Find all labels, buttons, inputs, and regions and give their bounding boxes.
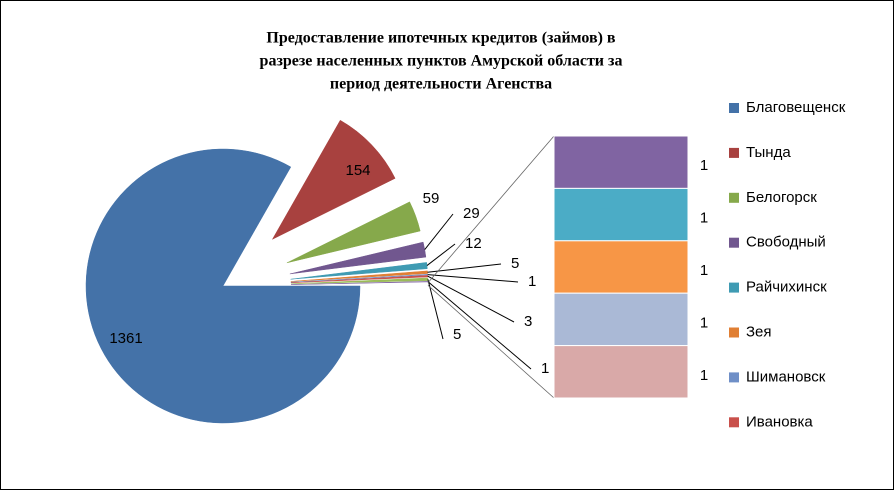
legend-label: Белогорск bbox=[746, 189, 817, 206]
legend-swatch bbox=[729, 282, 739, 293]
leader-line bbox=[427, 281, 532, 370]
pie-slice bbox=[290, 262, 428, 280]
data-label: 5 bbox=[511, 255, 519, 272]
legend-swatch bbox=[729, 327, 739, 338]
legend-swatch bbox=[729, 417, 739, 428]
pie-slice bbox=[290, 275, 429, 283]
data-label: 59 bbox=[423, 190, 440, 207]
leader-line bbox=[427, 275, 515, 323]
data-label: 12 bbox=[465, 235, 482, 252]
bar-segment bbox=[553, 135, 689, 189]
data-label: 5 bbox=[453, 326, 461, 343]
data-label: 1 bbox=[700, 210, 708, 227]
legend-label: Ивановка bbox=[746, 413, 813, 430]
legend-swatch bbox=[729, 147, 739, 158]
leader-line bbox=[424, 213, 454, 250]
bar-segment bbox=[553, 292, 689, 347]
pie-slice bbox=[85, 148, 361, 424]
chart-title: Предоставление ипотечных кредитов (займо… bbox=[266, 30, 616, 47]
data-label: 1 bbox=[700, 157, 708, 174]
data-label: 1 bbox=[528, 273, 536, 290]
leader-line bbox=[426, 243, 456, 266]
chart-title: разрезе населенных пунктов Амурской обла… bbox=[260, 53, 623, 70]
legend-label: Тында bbox=[746, 144, 791, 161]
legend-label: Свободный bbox=[746, 234, 826, 251]
pie-slice bbox=[286, 201, 421, 264]
data-label: 1 bbox=[541, 360, 549, 377]
bar-segment bbox=[553, 187, 689, 242]
legend-swatch bbox=[729, 372, 739, 383]
leader-line bbox=[427, 274, 519, 283]
data-label: 3 bbox=[524, 313, 532, 330]
legend-label: Шимановск bbox=[746, 368, 826, 385]
pie-slice bbox=[271, 119, 396, 240]
data-label: 1 bbox=[700, 262, 708, 279]
bar-segment bbox=[553, 345, 689, 399]
data-label: 29 bbox=[463, 205, 480, 222]
bar-segment bbox=[553, 240, 689, 294]
data-label: 154 bbox=[345, 162, 370, 179]
legend-swatch bbox=[729, 237, 739, 248]
leader-line bbox=[427, 263, 502, 273]
data-label: 1 bbox=[700, 314, 708, 331]
data-label: 1361 bbox=[109, 330, 142, 347]
data-label: 1 bbox=[700, 367, 708, 384]
leader-line bbox=[427, 279, 444, 340]
legend-swatch bbox=[729, 192, 739, 203]
legend-label: Райчихинск bbox=[746, 279, 827, 296]
legend-label: Благовещенск bbox=[746, 99, 846, 116]
legend-swatch bbox=[729, 103, 739, 113]
legend-label: Зея bbox=[746, 323, 772, 340]
chart-title: период деятельности Агенства bbox=[330, 76, 552, 93]
connector-line bbox=[427, 135, 555, 283]
connector-line bbox=[427, 285, 555, 399]
